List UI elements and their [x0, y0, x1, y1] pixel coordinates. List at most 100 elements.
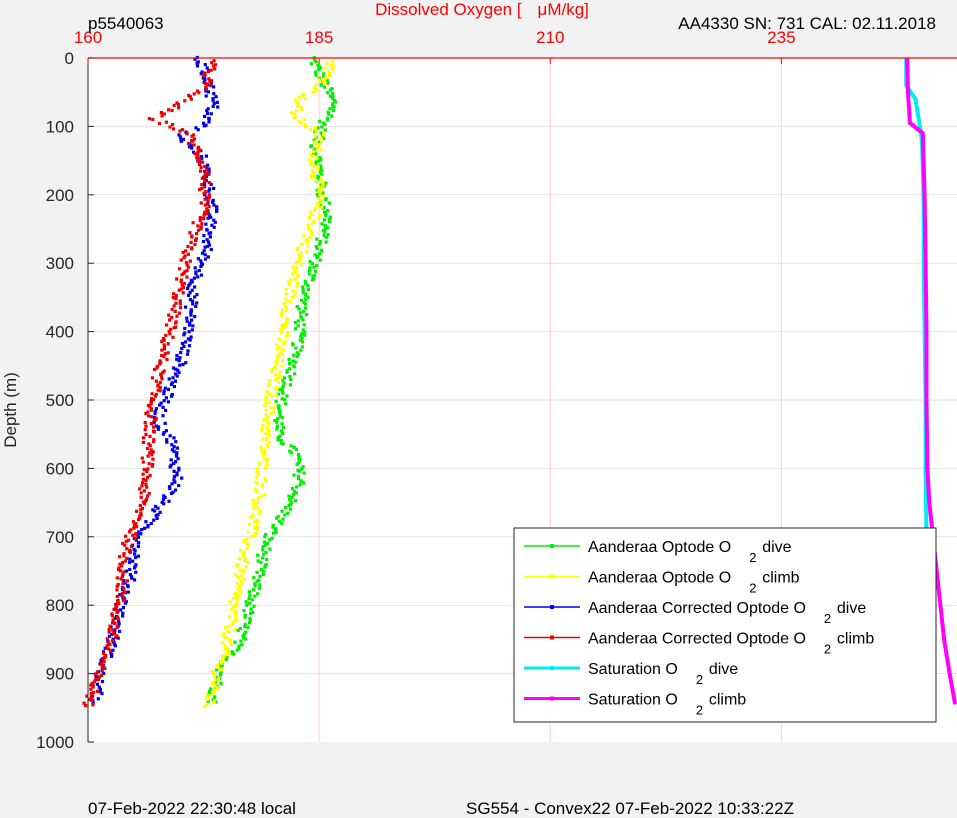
data-point: [169, 327, 173, 331]
data-point: [255, 490, 259, 494]
data-point: [274, 399, 278, 403]
data-point: [206, 69, 210, 74]
data-point: [267, 392, 271, 396]
footer-left-text: 07-Feb-2022 22:30:48 local: [88, 799, 296, 818]
data-point: [200, 222, 204, 226]
data-point: [267, 379, 271, 383]
data-point: [318, 66, 323, 70]
data-point: [327, 219, 332, 224]
data-point: [256, 559, 260, 563]
data-point: [187, 145, 192, 149]
data-point: [134, 536, 138, 540]
data-point: [172, 474, 176, 478]
data-point: [175, 277, 179, 281]
data-point: [198, 216, 202, 220]
data-point: [237, 644, 241, 648]
data-point: [309, 162, 313, 166]
data-point: [254, 504, 258, 508]
data-point: [196, 145, 201, 149]
data-point: [252, 604, 256, 608]
data-point: [232, 652, 236, 656]
data-point: [296, 468, 300, 472]
data-point: [152, 438, 156, 442]
data-point: [169, 463, 173, 467]
data-point: [144, 482, 148, 486]
data-point: [271, 525, 275, 529]
data-point: [128, 573, 132, 577]
data-point: [211, 692, 215, 696]
data-point: [274, 527, 278, 531]
data-point: [321, 191, 325, 195]
data-point: [262, 448, 266, 452]
data-point: [150, 453, 154, 457]
data-point: [112, 632, 116, 636]
data-point: [149, 415, 153, 419]
data-point: [207, 196, 211, 200]
data-point: [110, 654, 114, 658]
data-point: [142, 489, 146, 493]
data-point: [298, 483, 302, 487]
data-point: [319, 183, 323, 187]
data-point: [118, 562, 122, 566]
data-point: [241, 634, 245, 638]
data-point: [238, 627, 242, 631]
data-point: [249, 535, 254, 539]
data-point: [199, 227, 203, 231]
data-point: [318, 251, 322, 256]
data-point: [314, 83, 319, 87]
data-point: [257, 495, 261, 499]
data-point: [169, 458, 173, 462]
data-point: [169, 394, 174, 398]
data-point: [187, 323, 192, 327]
data-point: [164, 429, 168, 433]
data-point: [162, 345, 167, 349]
data-point: [200, 157, 204, 161]
data-point: [173, 372, 178, 376]
data-point: [121, 599, 126, 603]
data-point: [278, 327, 283, 332]
data-point: [314, 152, 318, 156]
y-tick-label: 300: [46, 254, 74, 273]
data-point: [202, 234, 206, 238]
data-point: [240, 643, 244, 647]
legend-label: Saturation O: [588, 661, 678, 678]
data-point: [243, 637, 248, 641]
data-point: [270, 536, 274, 540]
data-point: [262, 540, 266, 544]
data-point: [323, 76, 327, 80]
data-point: [256, 500, 260, 504]
data-point: [171, 376, 175, 380]
data-point: [227, 624, 231, 628]
data-point: [184, 361, 188, 365]
data-point: [297, 477, 301, 481]
data-point: [164, 333, 168, 337]
data-point: [172, 326, 176, 330]
data-point: [252, 526, 256, 530]
legend-label-suffix: climb: [837, 631, 874, 648]
data-point: [251, 515, 255, 519]
data-point: [210, 223, 214, 227]
data-point: [293, 277, 297, 281]
data-point: [259, 446, 263, 450]
data-point: [174, 293, 178, 298]
data-point: [275, 424, 279, 428]
data-point: [271, 531, 276, 535]
data-point: [132, 578, 137, 582]
data-point: [191, 302, 195, 306]
data-point: [185, 269, 189, 273]
data-point: [291, 359, 295, 363]
data-point: [159, 374, 163, 378]
data-point: [209, 84, 213, 88]
data-point: [204, 81, 208, 85]
data-point: [175, 101, 179, 105]
data-point: [200, 182, 204, 187]
data-point: [187, 293, 191, 297]
data-point: [293, 98, 297, 102]
data-point: [249, 607, 253, 611]
data-point: [141, 477, 145, 481]
data-point: [264, 397, 268, 402]
data-point: [115, 610, 119, 614]
data-point: [292, 445, 296, 450]
data-point: [314, 245, 318, 249]
data-point: [317, 78, 321, 82]
